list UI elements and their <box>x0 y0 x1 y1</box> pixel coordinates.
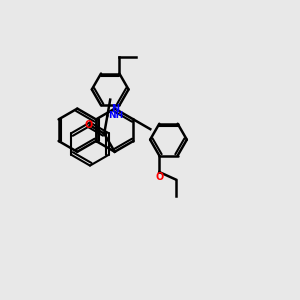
Text: NH: NH <box>108 111 124 120</box>
Text: O: O <box>155 172 164 182</box>
Text: O: O <box>84 120 92 130</box>
Text: N: N <box>111 103 119 114</box>
